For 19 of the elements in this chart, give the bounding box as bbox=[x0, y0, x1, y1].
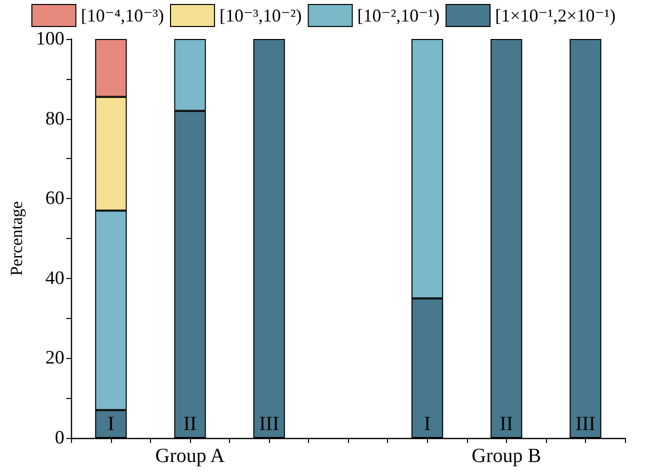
x-tick-label: I bbox=[108, 413, 114, 435]
y-tick-label: 40 bbox=[45, 268, 64, 289]
y-axis-title: Percentage bbox=[7, 201, 26, 276]
x-tick-label: II bbox=[183, 413, 197, 435]
text: Group A bbox=[155, 445, 226, 467]
legend-label: [10⁻⁴,10⁻³) bbox=[80, 6, 164, 26]
legend-label: [1×10⁻¹,2×10⁻¹) bbox=[495, 6, 616, 26]
y-tick-label: 20 bbox=[45, 348, 64, 369]
y-tick-label: 100 bbox=[36, 28, 64, 50]
x-tick-label: III bbox=[259, 413, 280, 435]
x-tick-label: II bbox=[500, 413, 514, 435]
y-tick-label: 80 bbox=[45, 108, 64, 130]
legend-label: [10⁻²,10⁻¹) bbox=[357, 6, 440, 26]
y-tick-label: 60 bbox=[45, 188, 64, 210]
legend-label: [10⁻³,10⁻²) bbox=[220, 6, 302, 26]
x-tick-label: III bbox=[575, 413, 596, 435]
y-tick-label: 0 bbox=[54, 428, 64, 448]
text: Group B bbox=[472, 445, 542, 467]
x-tick-label: I bbox=[424, 413, 431, 435]
